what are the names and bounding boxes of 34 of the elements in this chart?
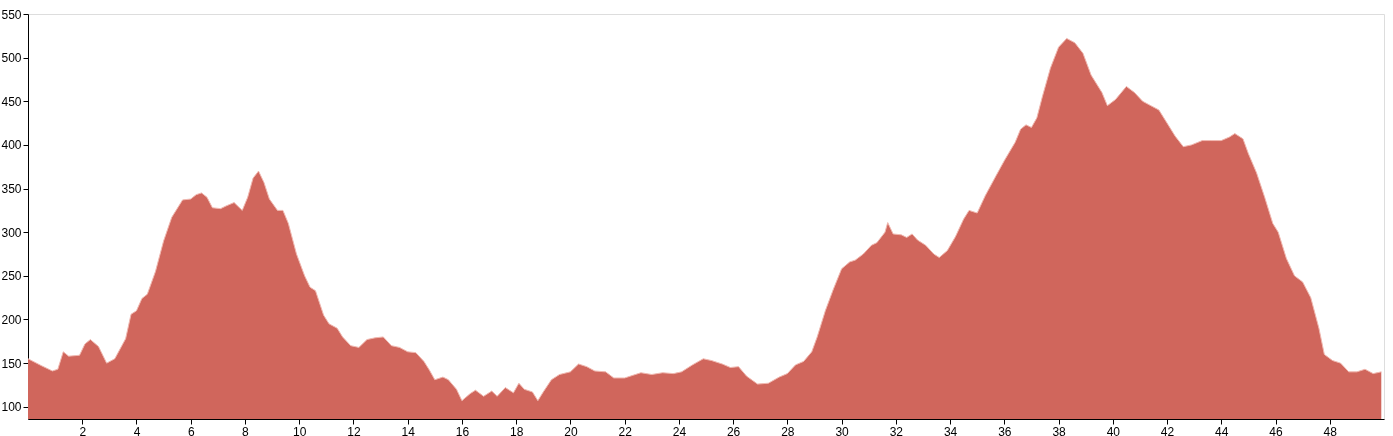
y-tick-label: 400 [1,138,22,153]
x-tick-label: 4 [133,424,141,436]
x-tick-label: 22 [618,424,633,436]
x-tick-label: 38 [1052,424,1067,436]
x-tick-label: 48 [1323,424,1338,436]
x-tick-label: 26 [726,424,741,436]
x-tick-label: 16 [455,424,470,436]
x-tick-label: 36 [998,424,1012,436]
x-tick-label: 18 [509,424,524,436]
x-tick-label: 34 [943,424,958,436]
y-tick-label: 200 [1,313,22,327]
x-tick-label: 44 [1215,424,1229,436]
y-tick-label: 550 [1,7,22,22]
y-tick-label: 450 [1,94,22,109]
y-tick-label: 500 [1,51,22,66]
x-tick-label: 30 [835,424,850,436]
x-tick-label: 20 [564,424,578,436]
y-tick-label: 150 [1,356,22,371]
x-tick-label: 32 [889,424,904,436]
x-tick-label: 14 [401,424,416,436]
x-tick-label: 12 [347,424,361,436]
x-tick-label: 6 [187,424,195,436]
x-tick-label: 40 [1106,424,1121,436]
x-tick-label: 28 [781,424,795,436]
x-tick-label: 46 [1269,424,1284,436]
y-tick-label: 350 [1,182,22,197]
x-tick-label: 42 [1160,424,1175,436]
y-tick-label: 100 [1,400,22,415]
x-tick-label: 24 [672,424,687,436]
x-tick-label: 2 [79,424,87,436]
x-tick-label: 8 [242,424,250,436]
x-tick-label: 10 [293,424,307,436]
y-tick-label: 250 [1,269,22,284]
y-tick-label: 300 [1,225,22,240]
